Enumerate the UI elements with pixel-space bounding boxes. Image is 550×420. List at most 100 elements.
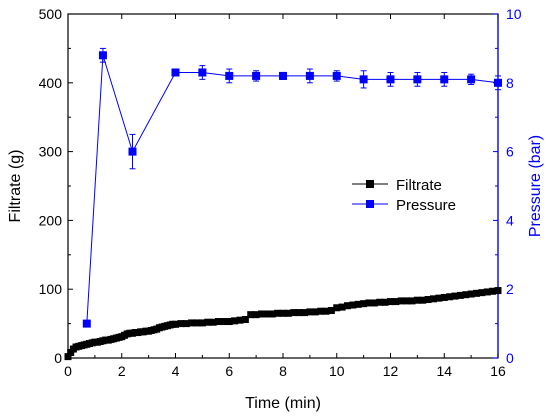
filtrate-point xyxy=(209,318,217,326)
filtrate-point xyxy=(215,318,222,326)
y2-tick-label: 0 xyxy=(506,350,514,366)
y-axis-left-title: Filtrate (g) xyxy=(7,150,24,223)
x-tick-label: 8 xyxy=(279,363,287,379)
filtrate-point xyxy=(451,292,459,300)
filtrate-point xyxy=(268,310,276,318)
filtrate-point xyxy=(225,318,233,326)
pressure-point xyxy=(359,75,368,84)
y2-tick-label: 6 xyxy=(506,144,514,160)
legend-pressure-marker xyxy=(366,200,374,208)
filtrate-point xyxy=(473,289,480,297)
filtrate-point xyxy=(435,294,443,302)
pressure-point xyxy=(225,71,234,80)
filtrate-point xyxy=(279,309,287,317)
filtrate-point xyxy=(64,353,72,361)
filtrate-point xyxy=(344,302,351,310)
legend-filtrate-marker xyxy=(366,180,374,188)
filtrate-point xyxy=(322,307,330,315)
y-tick-label: 0 xyxy=(54,350,62,366)
filtrate-point xyxy=(483,288,491,296)
legend-pressure-label: Pressure xyxy=(396,197,456,214)
filtrate-point xyxy=(381,298,389,306)
filtrate-point xyxy=(290,309,298,317)
filtrate-point xyxy=(440,293,448,301)
y-tick-label: 500 xyxy=(39,6,63,22)
filtrate-point xyxy=(494,287,502,295)
filtrate-point xyxy=(263,310,271,318)
filtrate-point xyxy=(360,300,368,308)
pressure-point xyxy=(82,319,91,328)
y-tick-label: 300 xyxy=(39,144,63,160)
filtrate-point xyxy=(247,311,255,319)
filtrate-point xyxy=(456,291,464,299)
y-tick-label: 100 xyxy=(39,281,63,297)
filtrate-point xyxy=(349,301,357,309)
series-pressure xyxy=(82,47,502,328)
y2-tick-label: 2 xyxy=(506,281,514,297)
filtrate-point xyxy=(376,298,384,306)
y-axis-right-title: Pressure (bar) xyxy=(527,135,544,237)
filtrate-point xyxy=(413,296,421,304)
filtrate-point xyxy=(241,315,249,323)
x-tick-label: 4 xyxy=(172,363,180,379)
x-axis-title: Time (min) xyxy=(245,395,321,412)
y2-tick-label: 10 xyxy=(506,6,522,22)
pressure-point xyxy=(252,71,261,80)
filtrate-point xyxy=(387,298,394,306)
filtrate-point xyxy=(338,303,346,311)
filtrate-point xyxy=(182,320,190,328)
series-layer xyxy=(64,47,502,361)
filtrate-point xyxy=(478,289,486,297)
y-axis-left-ticks: 0 100 200 300 400 500 xyxy=(39,6,73,366)
filtrate-point xyxy=(236,316,244,324)
filtrate-point xyxy=(252,311,260,319)
pressure-point xyxy=(467,75,476,84)
filtrate-point xyxy=(424,296,432,304)
filtrate-point xyxy=(284,309,292,317)
filtrate-point xyxy=(172,320,179,328)
filtrate-point xyxy=(365,299,373,307)
filtrate-point xyxy=(188,319,196,327)
pressure-point xyxy=(171,68,180,77)
series-filtrate xyxy=(64,287,502,361)
filtrate-point xyxy=(317,307,325,315)
y-tick-label: 400 xyxy=(39,75,63,91)
y2-tick-label: 4 xyxy=(506,212,514,228)
legend: Filtrate Pressure xyxy=(352,177,456,214)
legend-filtrate-label: Filtrate xyxy=(396,177,442,194)
filtrate-point xyxy=(354,300,362,308)
x-tick-label: 14 xyxy=(436,363,452,379)
filtrate-point xyxy=(220,318,228,326)
filtrate-point xyxy=(397,297,405,305)
pressure-line xyxy=(86,55,499,324)
pressure-point xyxy=(98,51,107,60)
pressure-point xyxy=(305,71,314,80)
x-tick-label: 0 xyxy=(64,363,72,379)
filtrate-point xyxy=(333,304,341,312)
pressure-point xyxy=(279,71,287,80)
filtrate-point xyxy=(301,309,308,317)
filtrate-point xyxy=(430,295,437,303)
filtrate-point xyxy=(295,309,303,317)
filtrate-point xyxy=(489,287,497,295)
pressure-point xyxy=(494,78,502,87)
filtrate-point xyxy=(467,290,475,298)
filtrate-point xyxy=(204,318,212,326)
pressure-point xyxy=(128,147,137,156)
pressure-point xyxy=(332,71,341,80)
filtrate-point xyxy=(403,297,411,305)
filtrate-point xyxy=(419,296,427,304)
pressure-point xyxy=(413,75,422,84)
pressure-point xyxy=(198,68,207,77)
filtrate-point xyxy=(258,310,265,318)
x-tick-label: 2 xyxy=(118,363,126,379)
x-tick-label: 12 xyxy=(383,363,399,379)
filtrate-point xyxy=(392,298,400,306)
x-tick-label: 10 xyxy=(329,363,345,379)
x-tick-label: 6 xyxy=(225,363,233,379)
y2-tick-label: 8 xyxy=(506,75,514,91)
filtrate-point xyxy=(274,309,282,317)
pressure-point xyxy=(386,75,395,84)
filtrate-point xyxy=(462,291,470,299)
